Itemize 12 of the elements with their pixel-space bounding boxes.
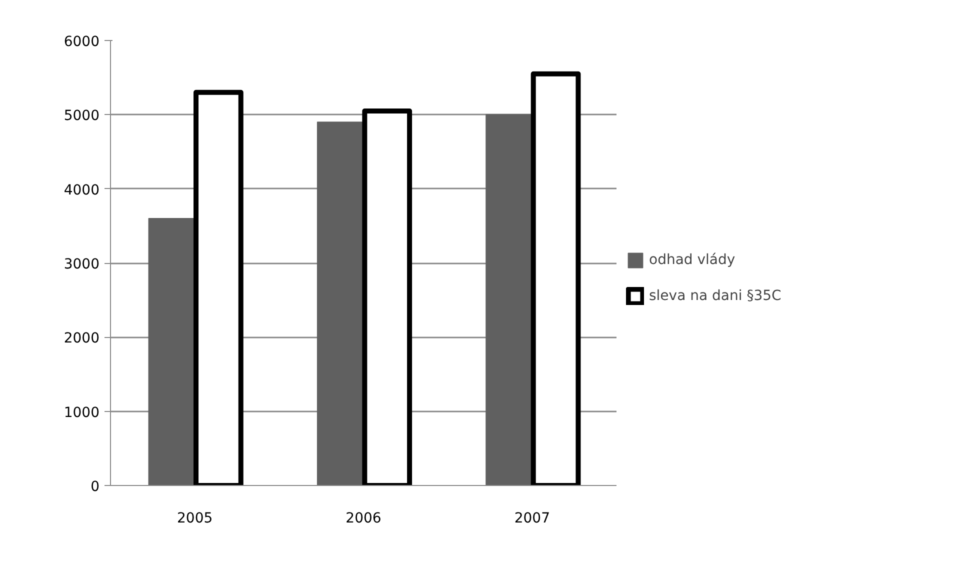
y-tick-label: 2000 (64, 330, 100, 347)
x-tick-label: 2005 (177, 510, 213, 526)
x-tick-label: 2006 (346, 510, 382, 526)
y-tick-label: 4000 (64, 182, 100, 198)
legend-label: odhad vlády (649, 252, 736, 268)
legend-label: sleva na dani §35C (649, 288, 782, 304)
x-tick-label: 2007 (514, 510, 550, 526)
y-tick-label: 6000 (64, 34, 100, 50)
y-tick-label: 3000 (64, 256, 100, 272)
y-tick-label: 1000 (64, 404, 100, 421)
y-tick-label: 5000 (64, 108, 100, 124)
y-tick-label: 0 (90, 479, 100, 495)
